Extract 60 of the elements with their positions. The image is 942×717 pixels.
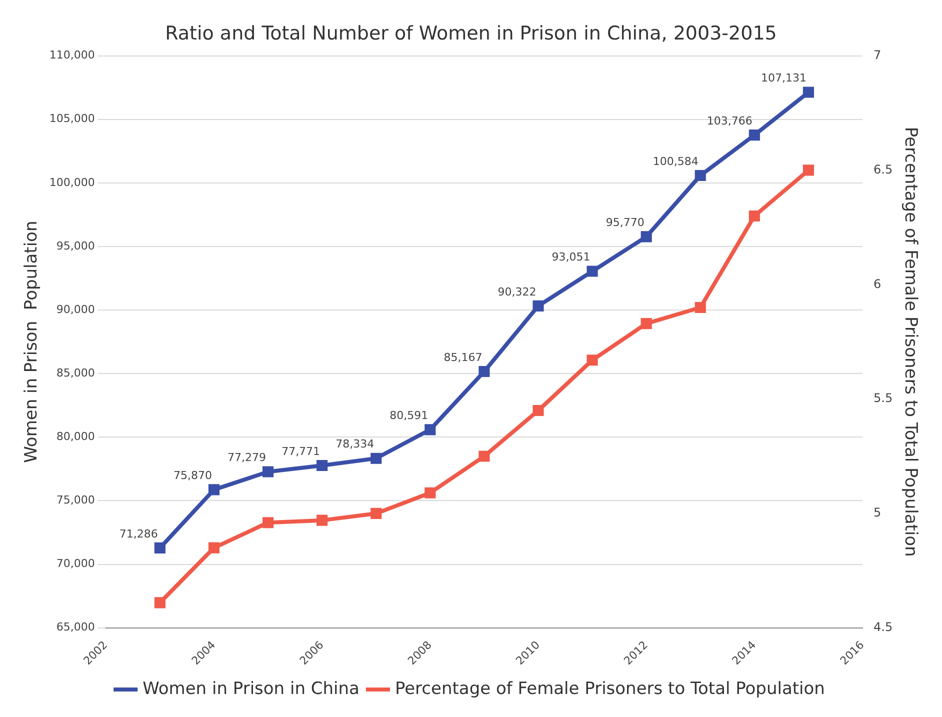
- y-tick-label: 65,000: [56, 620, 95, 634]
- point: [640, 318, 652, 330]
- data-label: 77,279: [228, 451, 266, 464]
- point: [748, 130, 760, 141]
- point: [532, 404, 544, 416]
- data-label: 103,766: [706, 114, 752, 128]
- point: [424, 487, 436, 498]
- y2-tick-label: 6.5: [874, 162, 893, 176]
- y2-axis-title: Percentage of Female Prisoners to Total Population: [900, 126, 920, 557]
- data-label: 78,334: [336, 438, 374, 451]
- point: [478, 450, 490, 462]
- point: [154, 597, 166, 608]
- point: [316, 460, 328, 472]
- point: [208, 484, 220, 496]
- y2-tick-label: 6: [874, 276, 882, 291]
- data-label: 93,051: [552, 250, 590, 264]
- y2-tick-label: 5: [874, 506, 882, 520]
- y-tick-label: 70,000: [56, 557, 95, 570]
- data-label: 107,131: [760, 72, 806, 85]
- point: [262, 466, 274, 478]
- data-label: 75,870: [173, 469, 212, 482]
- point: [802, 164, 814, 176]
- y-tick-label: 75,000: [56, 494, 95, 507]
- point: [370, 508, 382, 519]
- y2-tick-label: 4.5: [874, 620, 893, 634]
- data-label: 95,770: [606, 216, 644, 230]
- point: [262, 517, 274, 528]
- point: [316, 514, 328, 526]
- data-label: 71,286: [119, 527, 158, 540]
- y2-tick-label: 7: [874, 48, 882, 62]
- point: [154, 542, 166, 554]
- data-label: 85,167: [444, 350, 482, 364]
- y-axis-title: Women in Prison Population: [22, 220, 42, 463]
- y-tick-label: 85,000: [56, 366, 95, 380]
- y-tick-label: 100,000: [49, 176, 95, 189]
- legend-label: Women in Prison in China: [142, 678, 360, 699]
- y2-tick-label: 5.5: [874, 391, 893, 406]
- point: [208, 542, 220, 554]
- point: [748, 210, 760, 222]
- chart-title: Ratio and Total Number of Women in Prison in China, 2003-2015: [165, 22, 777, 44]
- point: [478, 366, 490, 378]
- y-tick-label: 80,000: [56, 430, 95, 444]
- y-tick-label: 105,000: [49, 112, 95, 126]
- data-label: 100,584: [652, 154, 698, 168]
- point: [532, 300, 544, 312]
- y-tick-label: 110,000: [49, 48, 95, 62]
- point: [640, 231, 652, 242]
- point: [694, 302, 706, 314]
- legend-label: Percentage of Female Prisoners to Total Population: [394, 678, 825, 699]
- point: [370, 452, 382, 464]
- point: [802, 86, 814, 98]
- point: [586, 354, 598, 366]
- y-tick-label: 95,000: [56, 239, 95, 252]
- y-tick-label: 90,000: [56, 302, 95, 316]
- data-label: 90,322: [498, 285, 536, 298]
- point: [586, 266, 598, 277]
- data-label: 77,771: [282, 444, 320, 458]
- point: [694, 170, 706, 182]
- data-label: 80,591: [390, 409, 428, 422]
- point: [424, 424, 436, 436]
